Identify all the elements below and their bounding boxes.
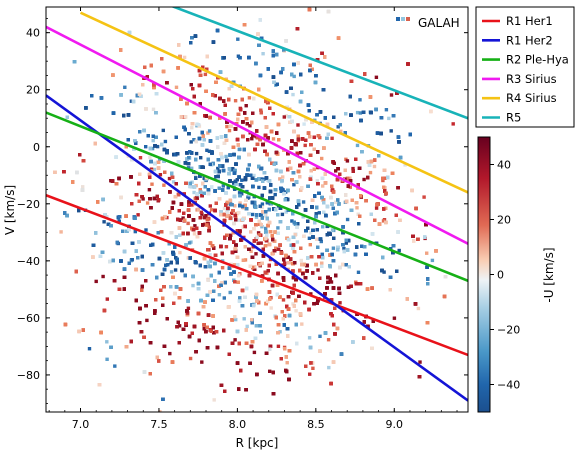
ridge-line bbox=[170, 7, 468, 120]
y-tick-label: 20 bbox=[26, 84, 40, 97]
x-tick-label: 8.5 bbox=[307, 418, 325, 431]
colorbar-tick-label: 20 bbox=[497, 214, 511, 227]
legend-line-label: R5 bbox=[506, 111, 521, 125]
ridge-line bbox=[79, 11, 468, 194]
legend-line-label: R1 Her2 bbox=[506, 33, 553, 47]
legend-line-label: R2 Ple-Hya bbox=[506, 53, 569, 67]
plot-background bbox=[46, 7, 468, 412]
colorbar: 40 20 0 −20 −40 -U [km/s] bbox=[477, 136, 556, 413]
galah-legend-label: GALAH bbox=[418, 16, 460, 30]
line-legend: R1 Her1 R1 Her2 R2 Ple-Hya R3 Sirius R4 Siri… bbox=[475, 6, 575, 128]
ridge-line bbox=[46, 25, 468, 245]
y-axis-label: V [km/s] bbox=[3, 185, 17, 235]
x-tick-label: 8.0 bbox=[229, 418, 247, 431]
y-tick-label: 0 bbox=[33, 141, 40, 154]
x-axis-ticks: 7.0 7.5 8.0 8.5 9.0 bbox=[48, 7, 458, 431]
ridge-lines bbox=[46, 7, 468, 402]
y-tick-label: 40 bbox=[26, 27, 40, 40]
y-tick-label: −60 bbox=[17, 312, 40, 325]
colorbar-tick-label: 40 bbox=[497, 159, 511, 172]
x-axis-label: R [kpc] bbox=[236, 436, 279, 450]
legend-line-label: R3 Sirius bbox=[506, 72, 557, 86]
ridge-line bbox=[46, 111, 468, 283]
scatter-legend: GALAH bbox=[396, 16, 460, 30]
plot-frame bbox=[45, 6, 469, 413]
x-tick-label: 7.0 bbox=[72, 418, 90, 431]
legend-line-label: R4 Sirius bbox=[506, 91, 557, 105]
y-tick-label: −40 bbox=[17, 255, 40, 268]
colorbar-tick-label: −40 bbox=[497, 379, 520, 392]
colorbar-gradient bbox=[477, 136, 491, 413]
galah-legend-marker bbox=[396, 17, 400, 21]
galah-legend-marker bbox=[406, 17, 410, 21]
galah-scatter-points bbox=[53, 7, 455, 412]
colorbar-tick-label: −20 bbox=[497, 324, 520, 337]
legend-line-label: R1 Her1 bbox=[506, 14, 553, 28]
y-tick-label: −20 bbox=[17, 198, 40, 211]
line-legend-frame bbox=[475, 6, 575, 128]
y-tick-label: −80 bbox=[17, 369, 40, 382]
galah-legend-marker bbox=[401, 17, 405, 21]
ridge-line bbox=[46, 194, 468, 357]
x-tick-label: 7.5 bbox=[150, 418, 168, 431]
colorbar-label: -U [km/s] bbox=[542, 247, 556, 302]
x-tick-label: 9.0 bbox=[386, 418, 404, 431]
y-axis-ticks: 40 20 0 −20 −40 −60 −80 bbox=[17, 18, 468, 404]
colorbar-tick-label: 0 bbox=[497, 269, 504, 282]
ridge-line bbox=[46, 94, 468, 402]
